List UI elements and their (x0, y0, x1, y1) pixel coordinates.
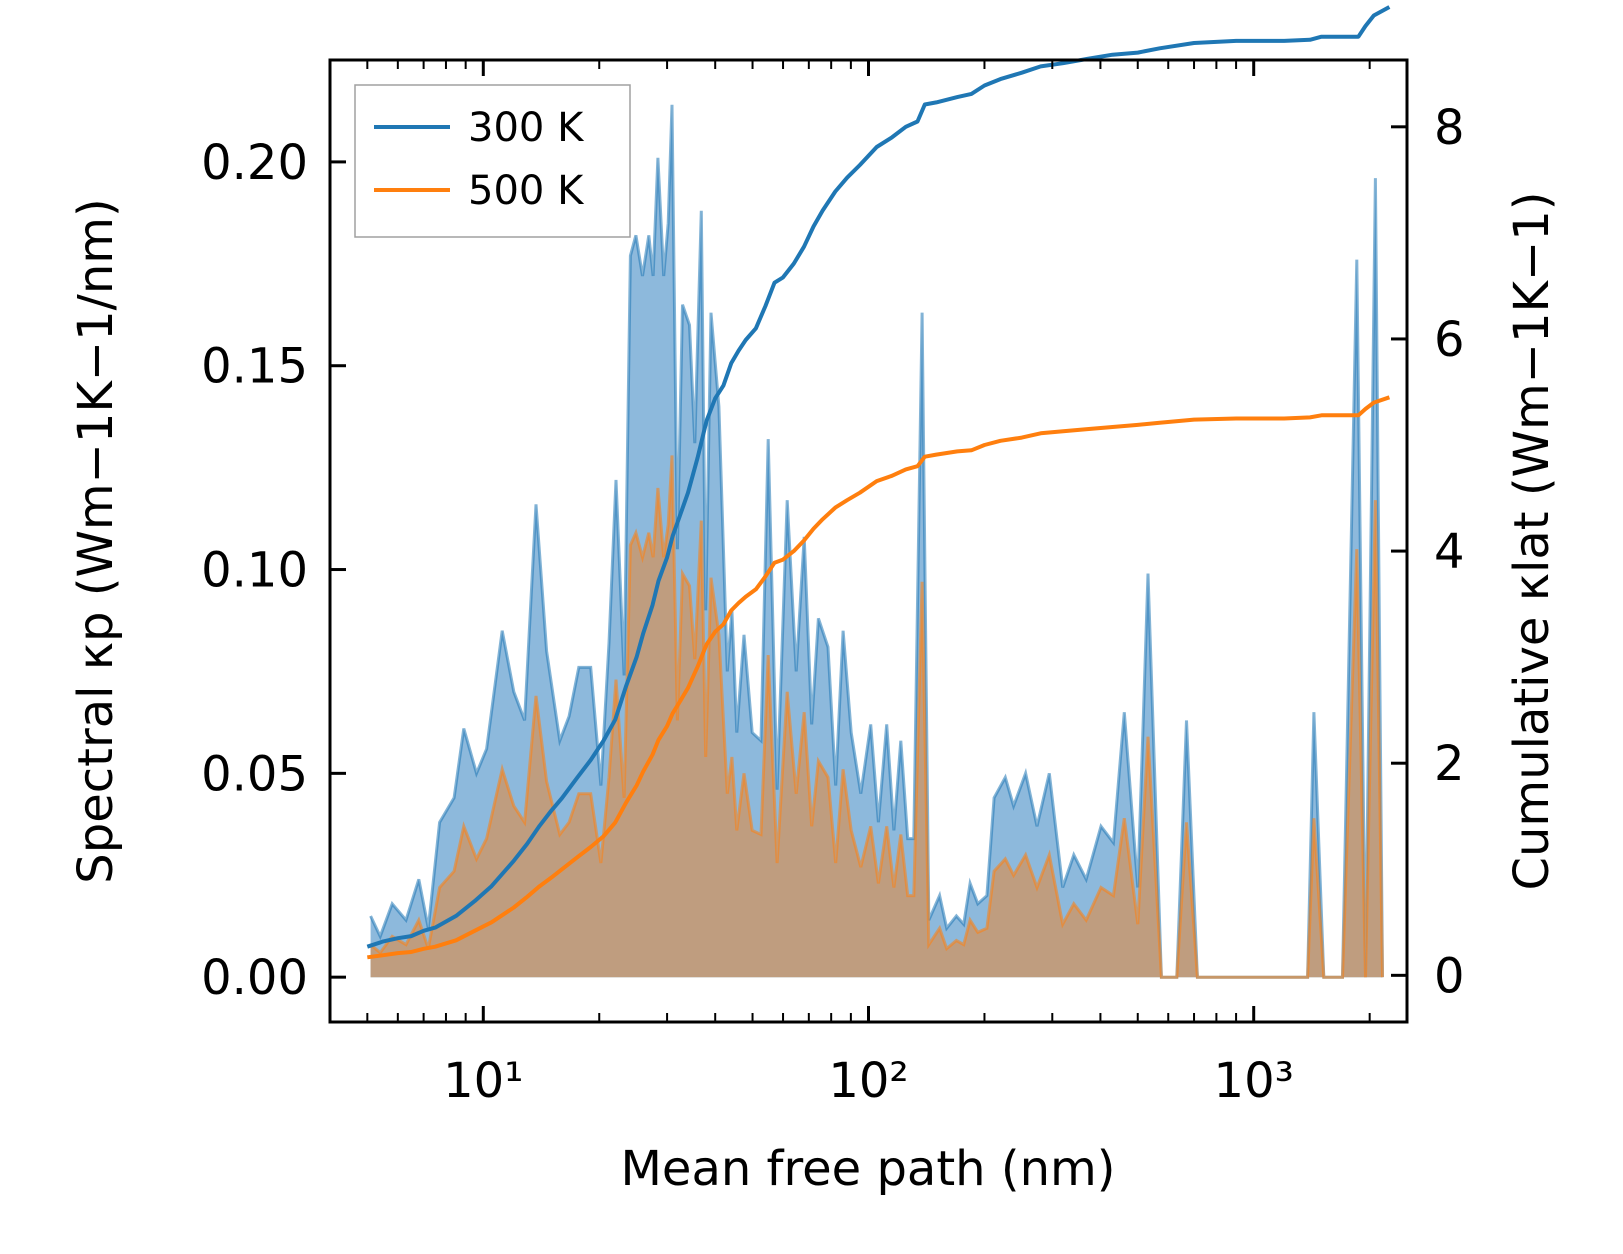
y-left-tick-label: 0.15 (201, 339, 308, 395)
x-tick-label: 10¹ (443, 1053, 523, 1109)
y-right-tick-label: 8 (1434, 100, 1465, 156)
legend-label-300k: 300 K (468, 105, 585, 151)
y-axis-title-left: Spectral κp (Wm−1K−1/nm) (68, 198, 124, 883)
y-left-tick-label: 0.10 (201, 543, 308, 599)
axis-ticks: 10¹ 10² 10³ 0.00 0.05 0.10 0.15 0.20 0 2 4 6 8 (201, 60, 1465, 1109)
cumulative-line-300k (366, 5, 1391, 949)
legend-box (354, 84, 631, 238)
plot-frame (328, 58, 1409, 1024)
spectral-line-500k (369, 455, 1384, 979)
y-right-tick-label: 4 (1434, 524, 1465, 580)
y-axis-title-right: Cumulative κlat (Wm−1K−1) (1504, 192, 1560, 891)
x-tick-label: 10² (828, 1053, 908, 1109)
spectral-line-300k (369, 104, 1384, 979)
y-right-tick-label: 6 (1434, 312, 1465, 368)
y-left-tick-label: 0.00 (201, 950, 308, 1006)
spectral-fills (369, 104, 1384, 979)
y-left-tick-label: 0.05 (201, 746, 308, 802)
x-tick-label: 10³ (1214, 1053, 1294, 1109)
legend: 300 K 500 K (354, 84, 631, 238)
x-axis-title: Mean free path (nm) (621, 1141, 1116, 1197)
cumulative-line-500k (367, 395, 1391, 960)
series-lines (366, 5, 1391, 960)
y-right-tick-label: 0 (1434, 948, 1465, 1004)
y-right-tick-label: 2 (1434, 736, 1465, 792)
spectral-area-500k (370, 455, 1383, 978)
legend-label-500k: 500 K (468, 168, 585, 214)
y-left-tick-label: 0.20 (201, 135, 308, 191)
